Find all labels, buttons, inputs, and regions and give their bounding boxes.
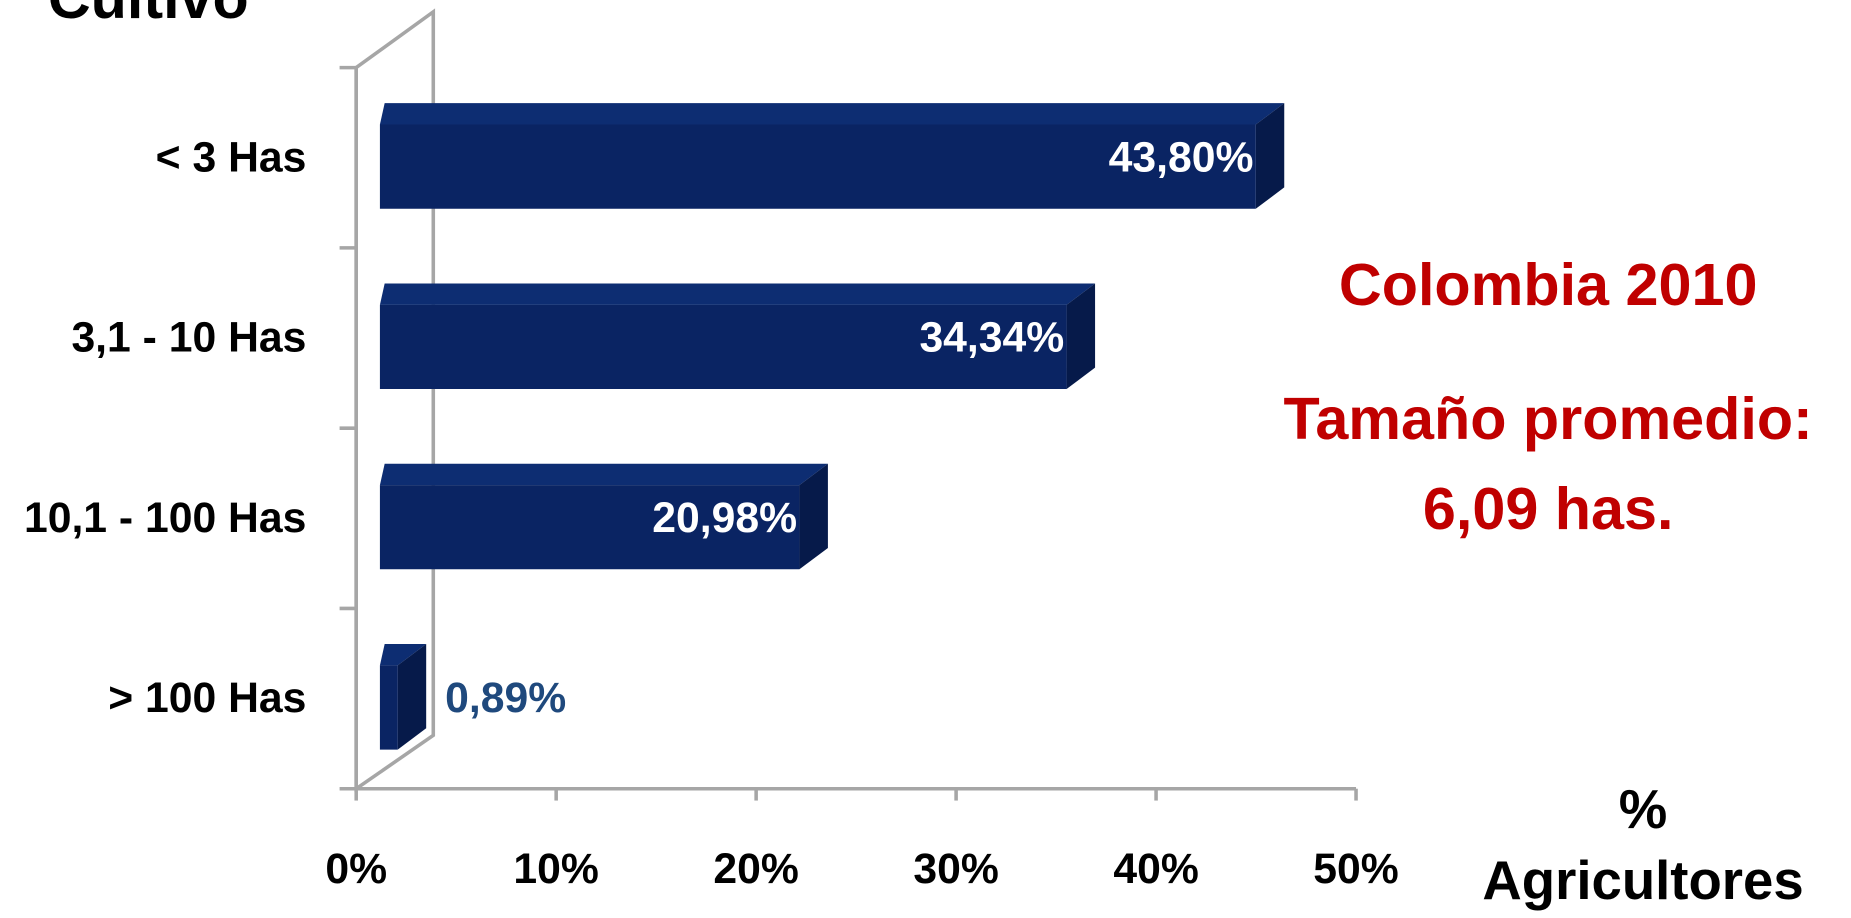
bar-front [379, 304, 1067, 390]
x-tick-label: 30% [913, 845, 998, 893]
bar-front [379, 485, 800, 570]
y-axis-title: Cultivo [48, 0, 249, 31]
x-axis-title: Agricultores [1482, 850, 1803, 911]
annotation: Colombia 2010 [1339, 251, 1758, 318]
bar-top [379, 283, 1096, 305]
x-tick-label: 50% [1313, 845, 1398, 893]
x-tick-label: 40% [1113, 845, 1198, 893]
y-tick-label: 10,1 - 100 Has [24, 494, 306, 542]
bar-side [1066, 283, 1096, 390]
bar-front [379, 124, 1256, 209]
x-tick-label: 0% [325, 845, 387, 893]
y-tick-label: < 3 Has [156, 133, 307, 181]
y-tick-label: > 100 Has [108, 674, 306, 722]
bar-top [379, 103, 1285, 125]
value-label: 20,98% [652, 494, 797, 542]
y-tick-label: 3,1 - 10 Has [71, 314, 306, 362]
x-axis-title: % [1619, 779, 1668, 840]
x-tick-label: 10% [513, 845, 598, 893]
value-label: 43,80% [1109, 133, 1254, 181]
value-label: 0,89% [445, 674, 566, 722]
bar-side [799, 463, 828, 570]
bar-front [379, 665, 398, 750]
bar [379, 644, 427, 750]
bar-side [397, 644, 427, 750]
bar-top [379, 644, 427, 666]
bar [379, 103, 1285, 209]
bar-top [379, 463, 828, 486]
value-label: 34,34% [919, 314, 1064, 362]
bar [379, 283, 1096, 390]
annotation: Tamaño promedio: [1284, 385, 1813, 452]
bar [379, 463, 828, 570]
bar-side [1255, 103, 1285, 209]
x-tick-label: 20% [713, 845, 798, 893]
annotation: 6,09 has. [1423, 475, 1674, 542]
